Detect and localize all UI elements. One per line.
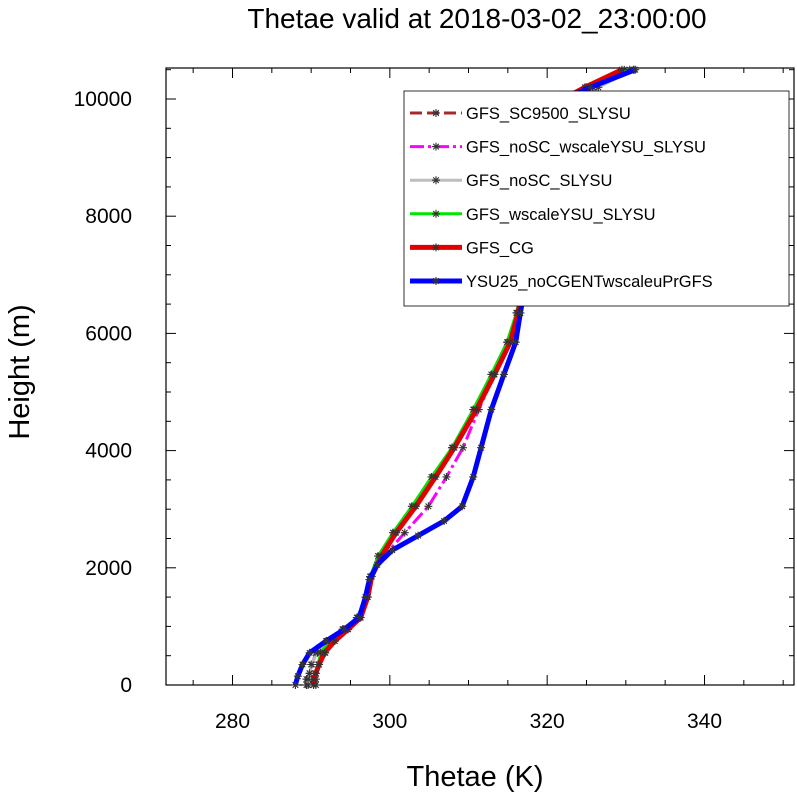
series-marker xyxy=(511,338,520,347)
series-marker xyxy=(320,648,329,657)
series-marker xyxy=(392,528,401,537)
x-tick-label: 320 xyxy=(530,710,565,733)
series-marker xyxy=(490,370,499,379)
legend-label: GFS_SC9500_SLYSU xyxy=(466,105,631,123)
legend-marker xyxy=(432,142,440,151)
series-marker xyxy=(477,443,486,452)
legend-label: GFS_wscaleYSU_SLYSU xyxy=(466,206,656,224)
series-marker xyxy=(411,502,420,511)
series-marker xyxy=(487,405,496,414)
series-marker xyxy=(309,681,318,689)
series-marker xyxy=(330,637,339,646)
series-marker xyxy=(424,502,433,511)
y-tick-label: 6000 xyxy=(85,322,132,345)
y-axis-title: Height (m) xyxy=(4,304,36,439)
chart-title: Thetae valid at 2018-03-02_23:00:00 xyxy=(247,3,706,34)
series-marker xyxy=(469,472,478,481)
series-marker xyxy=(400,528,409,537)
plot-frame xyxy=(165,67,795,686)
series-marker xyxy=(311,669,320,678)
series-marker xyxy=(617,65,626,74)
series-marker xyxy=(309,675,318,684)
legend: GFS_SC9500_SLYSU GFS_noSC_wscaleYSU_SLYSU… xyxy=(403,90,790,307)
series-marker xyxy=(291,681,300,689)
series-marker xyxy=(414,531,423,540)
legend-label: GFS_noSC_wscaleYSU_SLYSU xyxy=(466,139,706,157)
series-marker xyxy=(431,472,440,481)
series-marker xyxy=(340,625,349,634)
series-marker xyxy=(586,83,595,92)
series-marker xyxy=(305,648,314,657)
series-marker xyxy=(365,575,374,584)
series-marker xyxy=(458,502,467,511)
legend-label: GFS_noSC_SLYSU xyxy=(466,172,612,190)
y-tick-label: 10000 xyxy=(74,88,132,111)
series-marker xyxy=(307,660,316,669)
legend-marker xyxy=(432,176,440,185)
legend-marker xyxy=(432,109,440,117)
legend-label: YSU25_noCGENTwscaleuPrGFS xyxy=(466,273,713,291)
legend-box xyxy=(403,90,790,307)
x-axis-title: Thetae (K) xyxy=(407,761,544,793)
series-marker xyxy=(305,669,314,678)
series-marker xyxy=(631,65,640,74)
y-tick-label: 8000 xyxy=(85,205,132,228)
series-marker xyxy=(472,405,481,414)
x-tick-label: 300 xyxy=(372,710,407,733)
series-marker xyxy=(304,675,313,684)
y-tick-label: 0 xyxy=(120,674,132,697)
legend-marker xyxy=(432,209,440,218)
series-marker xyxy=(373,560,382,569)
x-tick-labels: 280 300 320 340 xyxy=(215,710,722,733)
y-tick-label: 2000 xyxy=(85,557,132,580)
series-marker xyxy=(499,370,508,379)
series-marker xyxy=(293,672,302,681)
series-marker xyxy=(322,637,331,646)
y-tick-label: 4000 xyxy=(85,440,132,463)
y-tick-labels: 0 2000 4000 6000 8000 10000 xyxy=(74,88,132,697)
legend-marker xyxy=(432,277,440,285)
legend-marker xyxy=(432,243,440,252)
series-marker xyxy=(442,472,451,481)
series-marker xyxy=(355,613,364,622)
legend-label: GFS_CG xyxy=(466,239,534,257)
x-tick-label: 280 xyxy=(215,710,250,733)
series-marker xyxy=(506,338,515,347)
series-marker xyxy=(440,516,449,525)
series-marker xyxy=(361,593,370,602)
series-marker xyxy=(298,660,307,669)
series-marker xyxy=(594,83,603,92)
series-marker xyxy=(315,660,324,669)
series-marker xyxy=(388,546,397,555)
series-marker xyxy=(450,443,459,452)
series-marker xyxy=(458,443,467,452)
series-marker xyxy=(377,552,386,561)
series-marker xyxy=(516,308,525,317)
x-tick-label: 340 xyxy=(687,710,722,733)
series-marker xyxy=(304,681,313,689)
